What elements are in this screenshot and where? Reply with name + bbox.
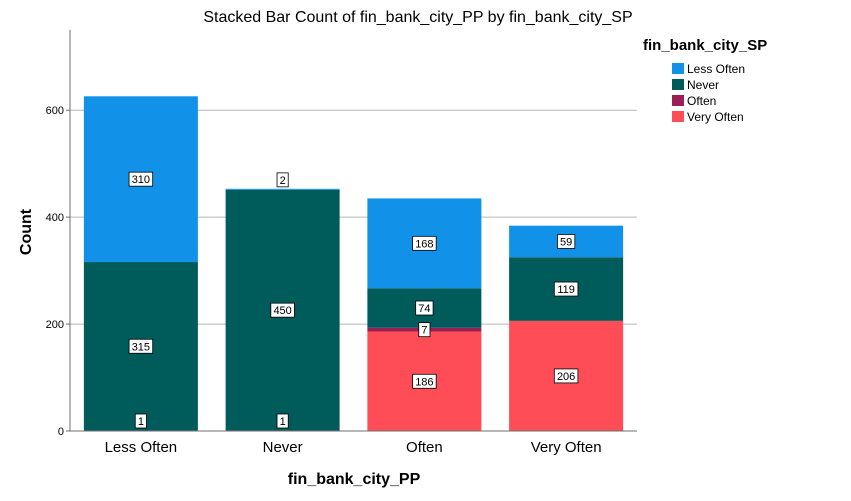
legend-swatch [672, 79, 684, 90]
data-label: 59 [560, 236, 572, 248]
data-label-box [276, 413, 289, 429]
data-label: 74 [418, 303, 430, 315]
data-label: 168 [415, 238, 433, 250]
data-label-box [128, 171, 154, 187]
legend-title: fin_bank_city_SP [643, 37, 767, 54]
y-axis-title: Count [18, 208, 35, 255]
x-tick-label: Never [263, 439, 303, 456]
x-tick-label: Less Often [105, 439, 178, 456]
legend-swatch [672, 63, 684, 74]
data-label: 1 [280, 416, 286, 428]
legend-label: Less Often [687, 62, 745, 76]
data-label: 310 [132, 174, 150, 186]
data-label-box [412, 373, 437, 389]
data-label: 119 [557, 284, 575, 296]
data-label: 206 [557, 371, 575, 383]
y-tick-label: 400 [46, 212, 64, 224]
data-label-box [270, 302, 295, 318]
bar-segment [225, 188, 340, 190]
data-labels: 1 315 310 1 450 2 186 7 74 168 206 119 59 [128, 171, 579, 429]
data-label-box [412, 235, 437, 251]
y-tick-label: 200 [46, 319, 64, 331]
x-tick-label: Often [406, 439, 443, 456]
legend-swatch [672, 111, 684, 122]
chart-title: Stacked Bar Count of fin_bank_city_PP by… [203, 9, 632, 26]
legend-swatch [672, 95, 684, 106]
legend: Less Often Never Often Very Often [672, 62, 745, 124]
data-label-box [553, 281, 579, 297]
data-label-box [134, 413, 147, 429]
x-axis-title: fin_bank_city_PP [288, 471, 421, 488]
data-label: 2 [280, 175, 286, 187]
x-tick-label: Very Often [531, 439, 602, 456]
axes: 0 200 400 600 Less Often Never Often Very Often [46, 30, 637, 456]
data-label: 315 [132, 341, 150, 353]
bars [83, 96, 624, 432]
data-label: 1 [138, 416, 144, 428]
data-label: 450 [273, 305, 291, 317]
data-label-box [415, 300, 434, 316]
data-label: 186 [415, 376, 433, 388]
data-label: 7 [421, 325, 427, 337]
legend-label: Never [687, 78, 719, 92]
legend-label: Very Often [687, 110, 744, 124]
data-label-box [557, 234, 576, 249]
data-label-box [418, 322, 431, 338]
y-tick-label: 0 [58, 426, 64, 438]
legend-label: Often [687, 94, 716, 108]
y-tick-label: 600 [46, 105, 64, 117]
data-label-box [276, 172, 289, 188]
data-label-box [128, 338, 154, 354]
data-label-box [553, 368, 579, 384]
